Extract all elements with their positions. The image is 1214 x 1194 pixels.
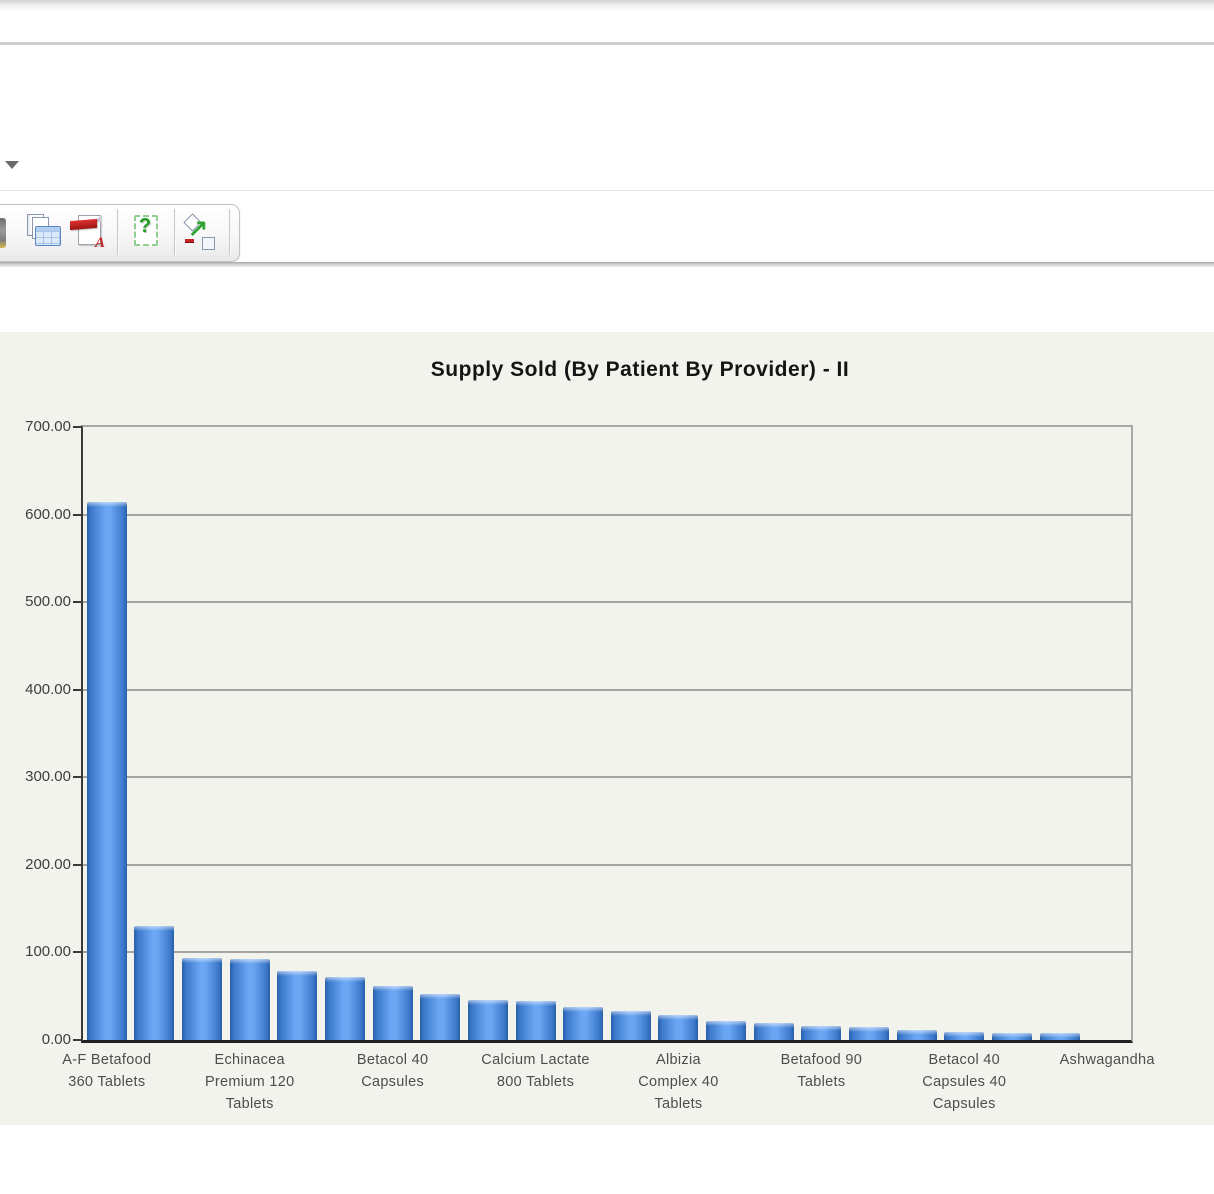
y-tick-label: 500.00 (25, 593, 71, 611)
y-tick-mark (73, 513, 81, 516)
toolbar-top-divider (0, 190, 1214, 191)
x-tick-label: A-F Betafood 360 Tablets (62, 1052, 152, 1090)
plot-area (81, 425, 1133, 1043)
bar (86, 502, 127, 1040)
bar (610, 1011, 651, 1040)
question-mark-icon: ? (138, 215, 152, 237)
spreadsheet-grid-icon (35, 226, 61, 246)
page-fold-icon (94, 215, 101, 222)
bar (706, 1020, 747, 1040)
bar (420, 994, 461, 1040)
y-tick-mark (73, 688, 81, 691)
bar (515, 1001, 556, 1040)
bar (325, 976, 365, 1040)
y-tick-mark (73, 776, 81, 779)
bar (563, 1006, 604, 1040)
y-tick-label: 100.00 (25, 943, 71, 961)
bar (944, 1032, 985, 1040)
x-tick-label: Echinacea Premium 120 Tablets (204, 1052, 295, 1112)
y-tick-label: 400.00 (25, 680, 71, 698)
y-tick-label: 200.00 (25, 855, 71, 873)
header-divider (0, 42, 1214, 45)
x-tick-label: Albizia Complex 40 Tablets (638, 1052, 719, 1112)
y-tick-label: 600.00 (25, 505, 71, 523)
bar (277, 970, 318, 1040)
y-tick-label: 700.00 (25, 418, 71, 435)
gridline (83, 688, 1131, 691)
gridline (83, 776, 1131, 779)
y-tick-label: 0.00 (41, 1031, 71, 1048)
x-tick-label: Betacol 40 Capsules 40 Capsules (922, 1052, 1007, 1112)
bar (467, 999, 508, 1040)
pdf-a-icon: A (94, 235, 105, 251)
y-tick-mark (73, 426, 81, 428)
y-tick-mark (73, 1039, 81, 1041)
help-button[interactable]: ? (126, 213, 164, 253)
chevron-down-icon[interactable] (5, 161, 19, 169)
export-pdf-button[interactable]: A (70, 213, 108, 253)
toolbar-separator (174, 209, 176, 255)
gridline (83, 513, 1131, 516)
arrow-up-right-icon: ↗ (188, 215, 209, 242)
bar (801, 1026, 842, 1040)
clipped-icon[interactable] (0, 218, 6, 248)
y-tick-mark (73, 863, 81, 866)
y-tick-label: 300.00 (25, 768, 71, 786)
bar (991, 1033, 1032, 1040)
x-tick-label: Betacol 40 Capsules (356, 1052, 429, 1090)
toolbar-separator (117, 209, 119, 255)
bar (134, 926, 175, 1040)
export-spreadsheet-button[interactable] (24, 213, 62, 253)
x-tick-label: Ashwagandha (1059, 1052, 1155, 1068)
gridline (83, 863, 1131, 866)
minus-icon (185, 239, 194, 243)
bar (896, 1030, 937, 1040)
bar (753, 1023, 794, 1040)
gridline (83, 951, 1131, 954)
y-tick-mark (73, 951, 81, 954)
bar (658, 1015, 699, 1040)
bar (1039, 1033, 1080, 1040)
bar (849, 1026, 889, 1040)
bar (229, 959, 270, 1040)
resize-button[interactable]: ↗ (181, 213, 219, 253)
bar (182, 957, 223, 1040)
y-tick-mark (73, 601, 81, 604)
chart-title: Supply Sold (By Patient By Provider) - I… (430, 358, 850, 381)
toolbar-separator (229, 209, 231, 255)
resize-box-icon (202, 237, 215, 250)
x-tick-label: Calcium Lactate 800 Tablets (481, 1052, 590, 1090)
bar (372, 985, 413, 1040)
toolbar-bottom-divider (0, 262, 1214, 267)
gridline (83, 601, 1131, 604)
document-icon (134, 215, 158, 246)
window-top-edge (0, 0, 1214, 12)
x-tick-label: Betafood 90 Tablets (780, 1052, 863, 1090)
